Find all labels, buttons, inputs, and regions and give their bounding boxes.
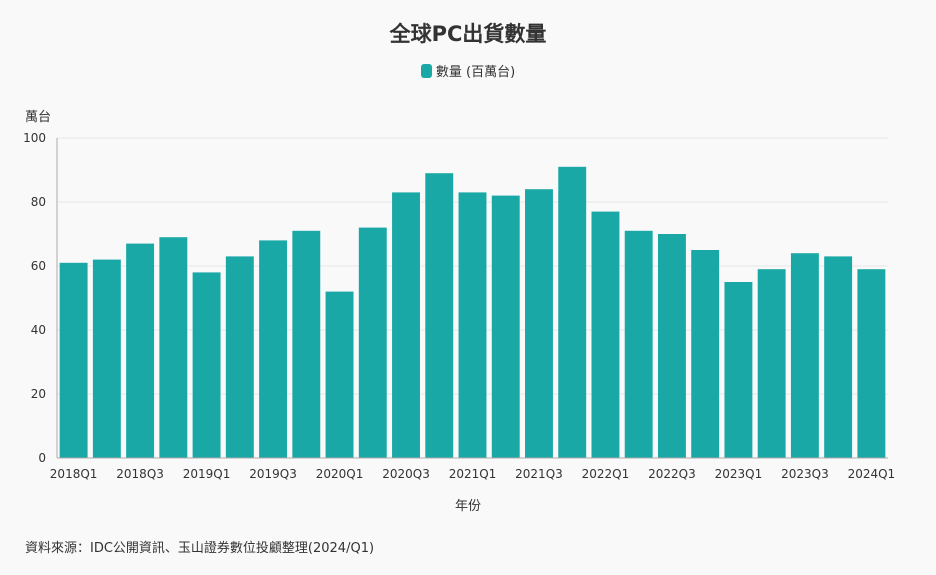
y-tick-label: 80 xyxy=(31,195,46,209)
x-tick-label: 2022Q1 xyxy=(582,467,630,481)
legend-label: 數量 (百萬台) xyxy=(435,65,516,80)
y-tick-label: 20 xyxy=(31,387,46,401)
x-tick-label: 2023Q3 xyxy=(781,467,829,481)
bar xyxy=(458,192,487,458)
y-tick-label: 100 xyxy=(23,131,46,145)
x-tick-label: 2020Q3 xyxy=(382,467,430,481)
y-tick-label: 40 xyxy=(31,323,46,337)
bar xyxy=(857,269,886,458)
x-tick-label: 2024Q1 xyxy=(848,467,896,481)
axes: 0 20 40 60 80 100 2018Q1 2018Q3 2019Q1 2019Q3 2020… xyxy=(23,131,895,481)
bar xyxy=(824,256,853,458)
chart-title: 全球PC出貨數量 xyxy=(389,22,547,46)
legend[interactable]: 數量 (百萬台) xyxy=(0,61,936,80)
bar xyxy=(691,250,720,458)
x-tick-label: 2021Q1 xyxy=(449,467,497,481)
y-tick-label: 60 xyxy=(31,259,46,273)
x-tick-label: 2023Q1 xyxy=(715,467,763,481)
bar xyxy=(558,166,587,459)
x-tick-label: 2022Q3 xyxy=(648,467,696,481)
bars xyxy=(59,166,886,459)
bar xyxy=(491,195,520,458)
bar xyxy=(790,253,819,458)
bar xyxy=(325,291,354,458)
bar xyxy=(259,240,288,458)
bar xyxy=(525,189,553,458)
y-tick-label: 0 xyxy=(38,451,46,465)
bar xyxy=(657,234,686,458)
bar xyxy=(591,211,620,458)
bar xyxy=(59,262,88,458)
bar xyxy=(92,259,121,458)
bar xyxy=(624,230,653,458)
y-axis-label: 萬台 xyxy=(25,110,52,125)
bar xyxy=(757,269,786,458)
x-tick-label: 2020Q1 xyxy=(316,467,364,481)
bar xyxy=(292,230,321,458)
x-tick-label: 2019Q3 xyxy=(249,467,297,481)
bar xyxy=(192,272,221,458)
bar xyxy=(358,227,387,458)
x-tick-label: 2018Q1 xyxy=(50,467,98,481)
bar xyxy=(225,256,254,458)
x-tick-label: 2021Q3 xyxy=(515,467,563,481)
bar xyxy=(126,243,155,458)
bar xyxy=(159,237,188,458)
bar xyxy=(425,173,454,458)
x-axis-label: 年份 xyxy=(454,499,481,514)
bar xyxy=(724,282,753,458)
x-tick-label: 2018Q3 xyxy=(116,467,164,481)
legend-swatch xyxy=(420,63,432,78)
bar xyxy=(392,192,420,458)
source-note: 資料來源：IDC公開資訊、玉山證券數位投顧整理(2024/Q1) xyxy=(25,541,375,556)
x-tick-label: 2019Q1 xyxy=(183,467,231,481)
